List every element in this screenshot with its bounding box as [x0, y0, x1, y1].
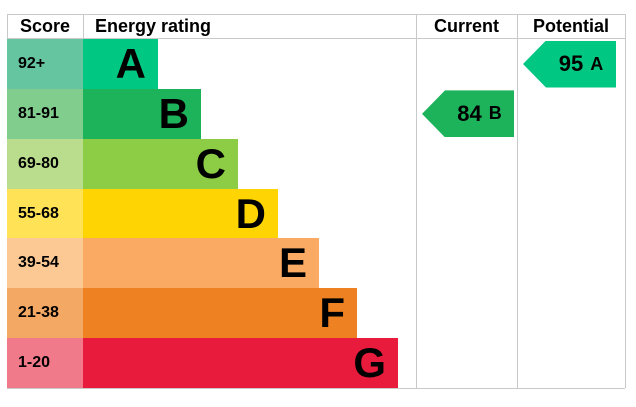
band-bar-d: D — [83, 188, 278, 239]
band-row-c: 69-80 C — [7, 138, 625, 189]
band-letter: B — [158, 89, 189, 137]
header-bottom-border — [7, 38, 625, 39]
band-bar-e: E — [83, 238, 319, 289]
band-row-b: 81-91 B — [7, 88, 625, 139]
score-range-cell-c: 69-80 — [7, 138, 83, 189]
band-letter: F — [319, 289, 345, 337]
score-range-label: 69-80 — [18, 154, 59, 172]
band-letter: C — [195, 139, 226, 187]
band-rows: 92+ A 81-91 B 69-80 C 55-68 — [7, 39, 625, 389]
band-letter: A — [115, 39, 146, 87]
band-bar-b: B — [83, 88, 201, 139]
score-range-cell-g: 1-20 — [7, 338, 83, 389]
potential-score-value: 95 — [558, 51, 584, 76]
table-right-border — [625, 14, 626, 388]
table-header: Score Energy rating Current Potential — [7, 14, 625, 39]
score-range-label: 92+ — [18, 54, 46, 72]
band-letter: G — [353, 339, 386, 387]
band-letter: E — [278, 239, 307, 287]
header-potential: Potential — [532, 16, 609, 36]
score-range-cell-a: 92+ — [7, 39, 83, 89]
current-rating-arrow: 84 B — [422, 90, 514, 138]
band-bar-g: G — [83, 338, 398, 389]
score-range-label: 81-91 — [18, 104, 59, 122]
header-current: Current — [433, 16, 499, 36]
score-range-cell-b: 81-91 — [7, 88, 83, 139]
table-bottom-border — [7, 388, 625, 389]
current-band-letter: B — [488, 103, 502, 124]
score-column-divider — [83, 14, 84, 39]
table-left-border — [7, 14, 8, 39]
table-top-border — [7, 14, 625, 15]
band-row-d: 55-68 D — [7, 188, 625, 239]
band-row-e: 39-54 E — [7, 238, 625, 289]
band-row-a: 92+ A — [7, 39, 625, 89]
score-range-cell-f: 21-38 — [7, 288, 83, 339]
band-row-f: 21-38 F — [7, 288, 625, 339]
score-range-label: 1-20 — [18, 354, 51, 372]
potential-column-divider — [517, 14, 518, 388]
score-range-label: 39-54 — [18, 254, 59, 272]
header-energy-rating: Energy rating — [95, 16, 212, 36]
score-range-label: 21-38 — [18, 304, 59, 322]
band-bar-f: F — [83, 288, 357, 339]
band-bar-a: A — [83, 39, 158, 89]
potential-rating-arrow: 95 A — [523, 40, 616, 88]
score-range-cell-d: 55-68 — [7, 188, 83, 239]
potential-band-letter: A — [590, 53, 604, 74]
header-score: Score — [19, 16, 71, 36]
current-column-divider — [416, 14, 417, 388]
band-row-g: 1-20 G — [7, 338, 625, 389]
band-letter: D — [235, 189, 266, 237]
score-range-label: 55-68 — [18, 204, 59, 222]
score-range-cell-e: 39-54 — [7, 238, 83, 289]
band-bar-c: C — [83, 138, 238, 189]
current-score-value: 84 — [457, 100, 482, 126]
